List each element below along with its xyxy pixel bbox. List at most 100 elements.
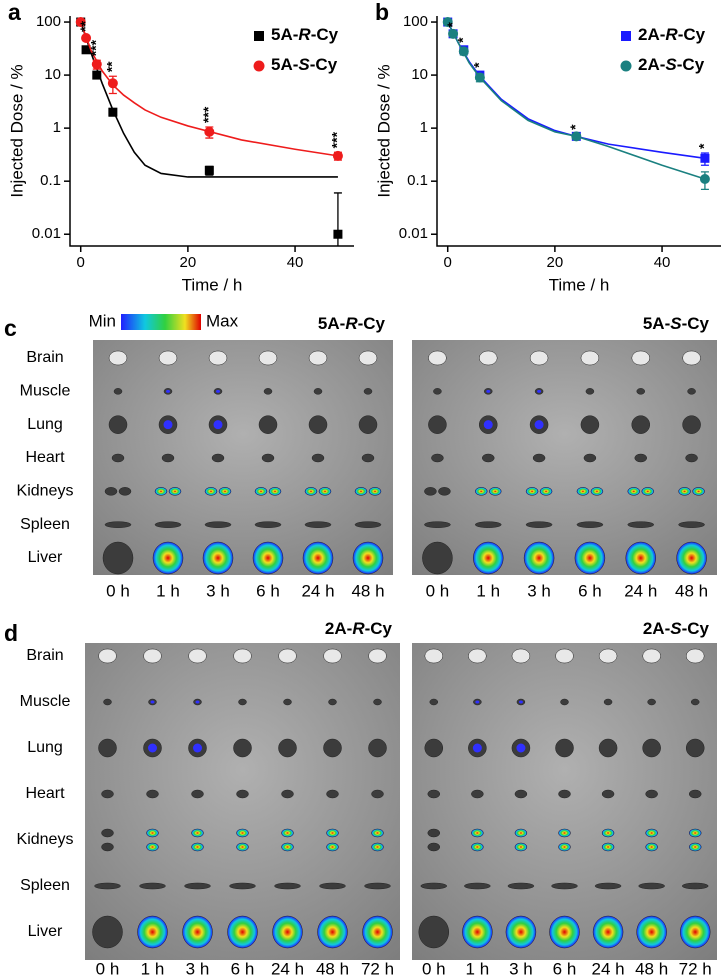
organ (184, 882, 211, 890)
time-label: 6 h (553, 959, 577, 978)
signal (148, 743, 157, 753)
legend-marker (620, 60, 632, 72)
organ (678, 521, 705, 528)
organ (229, 882, 256, 890)
data-point (92, 70, 102, 80)
organ (514, 842, 528, 852)
organ (685, 738, 705, 758)
organ (274, 882, 301, 890)
organ (688, 842, 702, 852)
organ (583, 453, 597, 463)
organ (422, 541, 453, 575)
organ (308, 415, 328, 434)
organ (555, 648, 574, 664)
organ (645, 828, 658, 838)
signal (475, 700, 480, 704)
time-label: 24 h (592, 959, 625, 978)
organ (102, 541, 134, 575)
organ (146, 789, 159, 799)
organ (236, 842, 249, 852)
organ (473, 541, 504, 575)
organ (113, 388, 123, 395)
organ (645, 789, 658, 799)
signal (216, 389, 220, 393)
organ (682, 350, 701, 366)
organ-label: Muscle (20, 693, 71, 710)
organ (631, 415, 650, 434)
organ (678, 487, 691, 496)
organ (326, 842, 339, 852)
organ (424, 487, 437, 496)
significance: ** (77, 20, 93, 31)
organ (191, 842, 204, 852)
organ (428, 415, 447, 434)
time-label: 24 h (624, 581, 657, 600)
organ (283, 698, 292, 706)
y-tick-label: 1 (420, 119, 428, 136)
organ (479, 350, 498, 366)
organ (304, 521, 332, 528)
organ (688, 789, 702, 799)
organ (208, 350, 228, 366)
organ (525, 521, 553, 528)
organ (429, 698, 439, 706)
organ (233, 738, 252, 758)
organ (475, 521, 502, 528)
organ (358, 350, 378, 366)
organ (514, 789, 528, 799)
fit-curve (79, 21, 338, 178)
organ-label: Heart (25, 785, 65, 802)
colorbar-max: Max (206, 311, 239, 330)
panel-label: d (4, 620, 18, 646)
organ (354, 521, 382, 528)
y-tick-label: 0.01 (399, 225, 428, 242)
significance: *** (87, 39, 103, 56)
time-label: 3 h (527, 581, 551, 600)
y-tick-label: 10 (44, 66, 61, 83)
organ-label: Kidneys (17, 483, 74, 500)
organ (158, 350, 178, 366)
y-tick-label: 0.1 (40, 172, 61, 189)
y-tick-label: 0.01 (32, 225, 61, 242)
data-point (474, 72, 485, 83)
signal (518, 700, 523, 704)
organ (323, 648, 342, 664)
organ (204, 521, 232, 528)
organ (202, 541, 234, 575)
organ (529, 350, 549, 366)
organ (576, 521, 604, 528)
panel-title: 2A-R-Cy (325, 619, 393, 638)
organ (427, 789, 441, 799)
x-tick-label: 0 (77, 254, 85, 271)
organ (364, 882, 391, 890)
organ (532, 453, 546, 463)
signal (195, 700, 200, 704)
organ (580, 350, 600, 366)
data-point (107, 78, 118, 89)
organ (236, 828, 249, 838)
organ (146, 842, 159, 852)
organ (681, 882, 709, 890)
organ (438, 487, 451, 496)
signal (193, 743, 202, 753)
significance: *** (329, 131, 345, 148)
organ (576, 487, 590, 496)
organ (118, 487, 132, 496)
y-tick-label: 1 (53, 119, 61, 136)
organ (558, 789, 571, 799)
organ (585, 388, 595, 395)
organ (431, 453, 444, 463)
organ (154, 521, 182, 528)
time-label: 6 h (231, 959, 255, 978)
legend-label: 2A-S-Cy (638, 55, 705, 74)
y-axis-label: Injected Dose / % (374, 64, 393, 197)
organ (682, 415, 701, 434)
time-label: 24 h (301, 581, 334, 600)
organ (152, 541, 184, 575)
time-label: 1 h (476, 581, 500, 600)
organ (427, 828, 441, 838)
data-point (204, 165, 214, 175)
organ (687, 388, 696, 395)
organ (254, 521, 282, 528)
